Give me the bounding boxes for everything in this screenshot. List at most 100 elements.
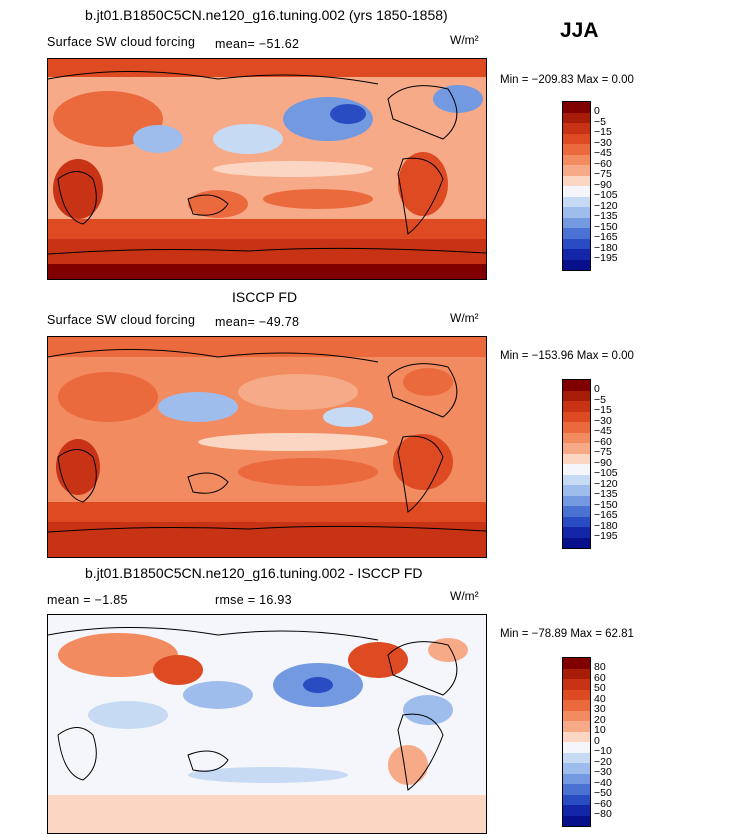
colorbar-tick: −80	[594, 808, 612, 820]
colorbar-swatch	[563, 238, 590, 249]
panel-3-mean: mean = −1.85	[47, 593, 128, 607]
colorbar-tick: −15	[594, 126, 612, 138]
colorbar-swatch	[563, 443, 590, 454]
colorbar-swatch	[563, 485, 590, 496]
colorbar-tick: −135	[594, 210, 618, 222]
panel-1-units: W/m²	[450, 33, 479, 47]
colorbar-tick: −165	[594, 231, 618, 243]
colorbar-swatch	[563, 196, 590, 207]
colorbar-tick: −105	[594, 467, 618, 479]
colorbar-swatch	[563, 784, 590, 795]
colorbar-swatch	[563, 249, 590, 260]
colorbar-swatch	[563, 506, 590, 517]
colorbar-swatch	[563, 763, 590, 774]
panel-3-rmse: rmse = 16.93	[215, 593, 292, 607]
colorbar-swatch	[563, 721, 590, 732]
colorbar-swatch	[563, 432, 590, 443]
colorbar-swatch	[563, 390, 590, 401]
panel-1-colorbar	[562, 101, 591, 271]
colorbar-tick: −120	[594, 478, 618, 490]
colorbar-tick: 10	[594, 724, 606, 736]
colorbar-tick: 0	[594, 383, 600, 395]
colorbar-tick: −150	[594, 221, 618, 233]
colorbar-swatch	[563, 527, 590, 538]
panel-1-variable: Surface SW cloud forcing	[47, 35, 196, 49]
colorbar-swatch	[563, 516, 590, 527]
panel-2-units: W/m²	[450, 311, 479, 325]
panel-3-colorbar	[562, 657, 591, 827]
colorbar-swatch	[563, 165, 590, 176]
colorbar-swatch	[563, 752, 590, 763]
colorbar-swatch	[563, 668, 590, 679]
colorbar-swatch	[563, 710, 590, 721]
panel-1-title: b.jt01.B1850C5CN.ne120_g16.tuning.002 (y…	[85, 7, 448, 23]
colorbar-tick: −135	[594, 488, 618, 500]
colorbar-swatch	[563, 689, 590, 700]
season-label: JJA	[560, 19, 599, 42]
colorbar-swatch	[563, 154, 590, 165]
colorbar-tick: −120	[594, 200, 618, 212]
colorbar-tick: −60	[594, 798, 612, 810]
colorbar-tick: 30	[594, 703, 606, 715]
colorbar-swatch	[563, 217, 590, 228]
colorbar-tick: −15	[594, 404, 612, 416]
colorbar-swatch	[563, 537, 590, 548]
colorbar-swatch	[563, 422, 590, 433]
colorbar-swatch	[563, 259, 590, 270]
colorbar-tick: −30	[594, 415, 612, 427]
colorbar-swatch	[563, 658, 590, 669]
colorbar-swatch	[563, 133, 590, 144]
panel-3-minmax: Min = −78.89 Max = 62.81	[500, 628, 634, 640]
colorbar-swatch	[563, 464, 590, 475]
colorbar-swatch	[563, 102, 590, 113]
panel-2-colorbar	[562, 379, 591, 549]
colorbar-tick: −40	[594, 777, 612, 789]
colorbar-swatch	[563, 207, 590, 218]
colorbar-swatch	[563, 411, 590, 422]
colorbar-tick: −5	[594, 394, 606, 406]
colorbar-swatch	[563, 453, 590, 464]
colorbar-tick: −50	[594, 787, 612, 799]
colorbar-tick: −10	[594, 745, 612, 757]
panel-3-title: b.jt01.B1850C5CN.ne120_g16.tuning.002 - …	[85, 565, 423, 581]
colorbar-swatch	[563, 773, 590, 784]
colorbar-tick: −90	[594, 457, 612, 469]
colorbar-tick: 20	[594, 714, 606, 726]
colorbar-swatch	[563, 380, 590, 391]
panel-2-mean: mean= −49.78	[215, 315, 300, 329]
panel-2-map	[47, 336, 487, 558]
panel-2-variable: Surface SW cloud forcing	[47, 313, 196, 327]
colorbar-tick: 50	[594, 682, 606, 694]
colorbar-tick: −60	[594, 158, 612, 170]
colorbar-swatch	[563, 112, 590, 123]
colorbar-tick: −195	[594, 252, 618, 264]
panel-1-minmax: Min = −209.83 Max = 0.00	[500, 74, 634, 86]
colorbar-swatch	[563, 228, 590, 239]
colorbar-swatch	[563, 474, 590, 485]
panel-2-title: ISCCP FD	[232, 289, 298, 305]
panel-3-units: W/m²	[450, 589, 479, 603]
colorbar-swatch	[563, 401, 590, 412]
colorbar-tick: −60	[594, 436, 612, 448]
colorbar-tick: −150	[594, 499, 618, 511]
colorbar-tick: −105	[594, 189, 618, 201]
colorbar-swatch	[563, 679, 590, 690]
colorbar-swatch	[563, 700, 590, 711]
colorbar-tick: −45	[594, 425, 612, 437]
colorbar-tick: −45	[594, 147, 612, 159]
panel-2-minmax: Min = −153.96 Max = 0.00	[500, 350, 634, 362]
colorbar-swatch	[563, 186, 590, 197]
colorbar-tick: −180	[594, 520, 618, 532]
colorbar-tick: 0	[594, 105, 600, 117]
colorbar-tick: −75	[594, 168, 612, 180]
colorbar-tick: −180	[594, 242, 618, 254]
colorbar-swatch	[563, 144, 590, 155]
colorbar-swatch	[563, 495, 590, 506]
colorbar-swatch	[563, 815, 590, 826]
panel-3-map	[47, 614, 487, 834]
colorbar-tick: 40	[594, 693, 606, 705]
colorbar-swatch	[563, 805, 590, 816]
panel-1-map	[47, 58, 487, 280]
colorbar-swatch	[563, 794, 590, 805]
panel-1-mean: mean= −51.62	[215, 37, 300, 51]
